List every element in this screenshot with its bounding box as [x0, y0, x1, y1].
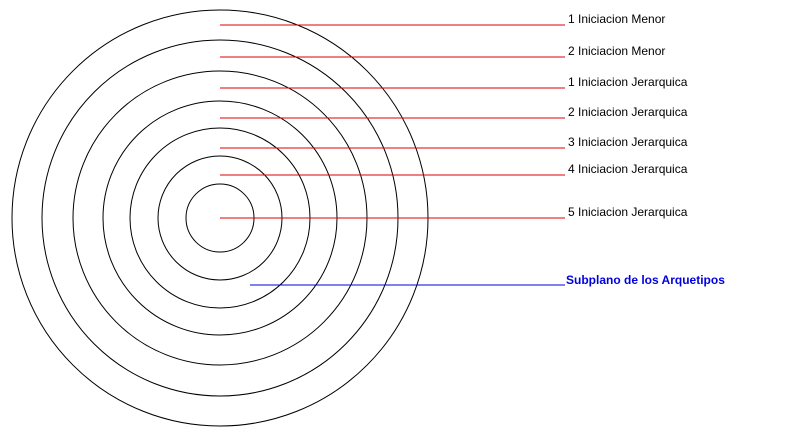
level-label: 4 Iniciacion Jerarquica [568, 162, 688, 176]
level-label: 5 Iniciacion Jerarquica [568, 205, 688, 219]
level-label: 1 Iniciacion Jerarquica [568, 75, 688, 89]
level-label: 2 Iniciacion Jerarquica [568, 105, 688, 119]
level-label: 1 Iniciacion Menor [568, 12, 665, 26]
level-label: 3 Iniciacion Jerarquica [568, 135, 688, 149]
subplane-label: Subplano de los Arquetipos [566, 273, 725, 287]
level-labels: 1 Iniciacion Menor 2 Iniciacion Menor 1 In… [220, 12, 688, 219]
level-label: 2 Iniciacion Menor [568, 44, 665, 58]
